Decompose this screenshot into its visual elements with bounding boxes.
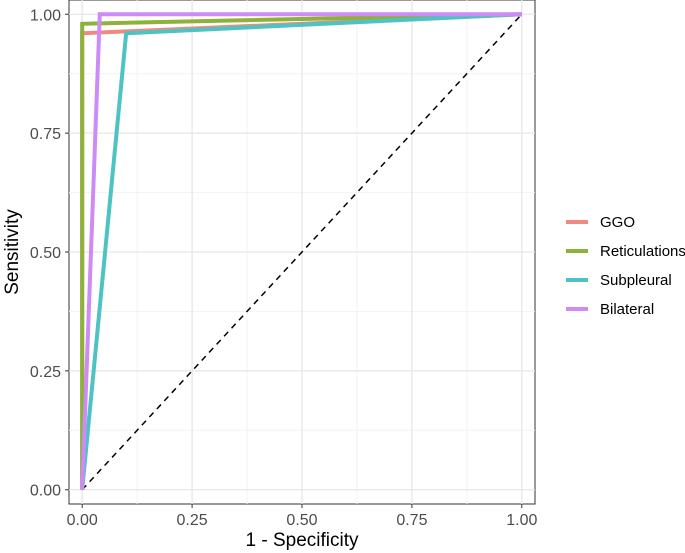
y-tick-label: 0.00 <box>30 483 61 500</box>
y-tick-label: 1.00 <box>30 7 61 24</box>
y-tick-label: 0.75 <box>30 126 61 143</box>
y-axis-title: Sensitivity <box>2 209 23 295</box>
x-tick-label: 0.50 <box>286 512 317 529</box>
y-tick-label: 0.25 <box>30 364 61 381</box>
x-axis-ticks: 0.00 0.25 0.50 0.75 1.00 <box>67 504 537 529</box>
series-line-subpleural <box>80 12 522 490</box>
legend-label-bilateral: Bilateral <box>600 301 654 318</box>
legend-label-ggo: GGO <box>600 214 635 231</box>
series-line-reticulations <box>80 12 522 490</box>
series-layer <box>80 12 522 490</box>
y-axis-ticks: 0.00 0.25 0.50 0.75 1.00 <box>30 7 69 500</box>
x-tick-label: 0.25 <box>177 512 208 529</box>
legend: GGO Reticulations Subpleural Bilateral <box>566 214 685 318</box>
x-tick-label: 1.00 <box>506 512 537 529</box>
legend-label-reticulations: Reticulations <box>600 243 685 260</box>
x-axis-title: 1 - Specificity <box>246 530 359 551</box>
reference-diagonal-line <box>81 13 523 491</box>
y-tick-label: 0.50 <box>30 245 61 262</box>
reference-line-layer <box>81 13 523 491</box>
series-line-bilateral <box>80 12 522 490</box>
x-tick-label: 0.00 <box>67 512 98 529</box>
x-tick-label: 0.75 <box>396 512 427 529</box>
legend-label-subpleural: Subpleural <box>600 272 672 289</box>
